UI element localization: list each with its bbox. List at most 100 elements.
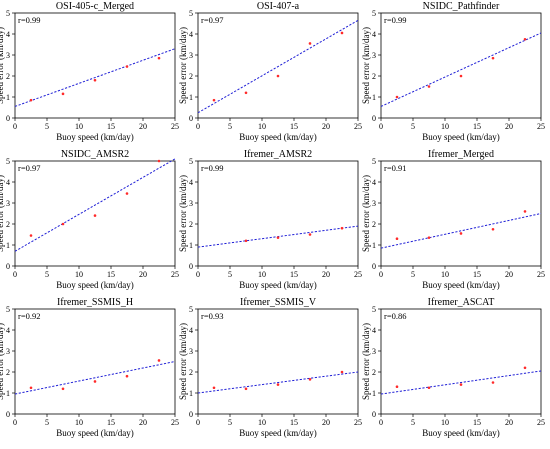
y-tick-label: 2 bbox=[189, 368, 193, 377]
data-point bbox=[340, 370, 344, 374]
data-point bbox=[93, 78, 97, 82]
x-tick: 25 bbox=[537, 118, 545, 131]
x-tick: 0 bbox=[196, 118, 200, 131]
y-tick: 4 bbox=[372, 30, 381, 39]
y-tick: 0 bbox=[372, 262, 381, 271]
x-axis-label: Buoy speed (km/day) bbox=[56, 428, 133, 438]
y-tick: 1 bbox=[6, 241, 15, 250]
y-tick-label: 2 bbox=[372, 220, 376, 229]
x-tick-label: 20 bbox=[322, 418, 330, 427]
data-point bbox=[491, 381, 495, 384]
chart-panel-6: Ifremer_Merged 0 5 10 15 20 25 0 1 2 3 4 5 Buoy speed… bbox=[361, 148, 550, 296]
y-tick-label: 5 bbox=[189, 157, 193, 166]
x-tick-label: 5 bbox=[411, 122, 415, 131]
chart-svg: Ifremer_ASCAT 0 5 10 15 20 25 0 1 2 3 4 5 Buoy speed … bbox=[361, 297, 545, 438]
chart-panel-2: OSI-407-a 0 5 10 15 20 25 0 1 2 3 4 5 Buoy speed (km/… bbox=[178, 0, 367, 148]
x-tick: 10 bbox=[75, 414, 83, 427]
y-tick: 3 bbox=[372, 51, 381, 60]
x-tick-label: 15 bbox=[290, 122, 298, 131]
x-tick: 10 bbox=[441, 266, 449, 279]
regression-line bbox=[14, 361, 176, 395]
chart-svg: NSIDC_Pathfinder 0 5 10 15 20 25 0 1 2 3 4 5 Buoy spe… bbox=[361, 1, 545, 142]
y-tick: 2 bbox=[372, 220, 381, 229]
regression-line bbox=[380, 370, 542, 395]
data-point bbox=[29, 98, 33, 102]
x-tick: 10 bbox=[441, 414, 449, 427]
y-tick-label: 4 bbox=[189, 30, 193, 39]
y-tick-label: 1 bbox=[189, 93, 193, 102]
y-tick: 1 bbox=[189, 93, 198, 102]
y-tick: 2 bbox=[189, 368, 198, 377]
x-tick-label: 25 bbox=[354, 122, 362, 131]
x-tick: 0 bbox=[196, 414, 200, 427]
x-tick: 5 bbox=[411, 118, 415, 131]
y-tick: 4 bbox=[372, 178, 381, 187]
data-point bbox=[61, 222, 65, 226]
x-tick: 5 bbox=[228, 266, 232, 279]
y-tick-label: 0 bbox=[189, 262, 193, 271]
y-tick-label: 2 bbox=[372, 368, 376, 377]
chart-title: Ifremer_AMSR2 bbox=[244, 149, 312, 160]
x-tick-label: 20 bbox=[505, 122, 513, 131]
data-point bbox=[61, 387, 65, 391]
y-tick-label: 2 bbox=[6, 72, 10, 81]
y-tick: 1 bbox=[372, 389, 381, 398]
data-point bbox=[459, 383, 463, 386]
y-tick-label: 1 bbox=[6, 93, 10, 102]
x-tick-label: 20 bbox=[139, 418, 147, 427]
y-axis-label: Speed error (km/day) bbox=[361, 323, 371, 400]
x-tick: 25 bbox=[537, 414, 545, 427]
y-tick-label: 2 bbox=[372, 72, 376, 81]
x-tick-label: 20 bbox=[322, 270, 330, 279]
x-tick-label: 15 bbox=[107, 418, 115, 427]
y-tick-label: 3 bbox=[372, 199, 376, 208]
y-tick: 5 bbox=[372, 157, 381, 166]
x-tick: 5 bbox=[411, 266, 415, 279]
regression-line bbox=[14, 158, 176, 252]
x-tick-label: 25 bbox=[171, 418, 179, 427]
x-tick-label: 10 bbox=[75, 418, 83, 427]
chart-svg: OSI-405-c_Merged 0 5 10 15 20 25 0 1 2 3 4 5 Buoy spe… bbox=[0, 1, 179, 142]
x-tick: 15 bbox=[107, 118, 115, 131]
x-tick: 5 bbox=[411, 414, 415, 427]
x-tick-label: 5 bbox=[411, 418, 415, 427]
y-tick-label: 5 bbox=[372, 157, 376, 166]
x-tick: 20 bbox=[505, 118, 513, 131]
y-tick: 4 bbox=[189, 326, 198, 335]
y-tick: 3 bbox=[372, 199, 381, 208]
y-tick: 1 bbox=[189, 389, 198, 398]
y-tick-label: 3 bbox=[6, 199, 10, 208]
y-tick: 0 bbox=[189, 410, 198, 419]
y-tick: 0 bbox=[189, 262, 198, 271]
y-tick-label: 4 bbox=[6, 326, 10, 335]
y-axis-label: Speed error (km/day) bbox=[0, 27, 5, 104]
y-tick: 3 bbox=[6, 199, 15, 208]
y-tick-label: 0 bbox=[6, 114, 10, 123]
y-tick-label: 4 bbox=[6, 178, 10, 187]
correlation-label: r=0.99 bbox=[201, 163, 224, 173]
y-tick-label: 0 bbox=[372, 262, 376, 271]
x-axis-label: Buoy speed (km/day) bbox=[422, 280, 499, 290]
chart-panel-7: Ifremer_SSMIS_H 0 5 10 15 20 25 0 1 2 3 4 5 Buoy spee… bbox=[0, 296, 184, 444]
x-tick: 0 bbox=[13, 118, 17, 131]
y-tick: 5 bbox=[372, 9, 381, 18]
x-tick: 20 bbox=[322, 414, 330, 427]
chart-panel-8: Ifremer_SSMIS_V 0 5 10 15 20 25 0 1 2 3 4 5 Buoy spee… bbox=[178, 296, 367, 444]
plot-frame bbox=[197, 160, 359, 267]
data-point bbox=[276, 383, 280, 386]
correlation-label: r=0.93 bbox=[201, 311, 224, 321]
x-tick-label: 10 bbox=[258, 418, 266, 427]
data-point bbox=[395, 385, 399, 388]
x-tick: 0 bbox=[13, 266, 17, 279]
x-tick: 5 bbox=[45, 414, 49, 427]
plot-frame bbox=[380, 12, 542, 119]
y-tick-label: 1 bbox=[189, 241, 193, 250]
y-tick: 5 bbox=[6, 157, 15, 166]
x-axis-label: Buoy speed (km/day) bbox=[422, 132, 499, 142]
y-tick-label: 0 bbox=[6, 410, 10, 419]
regression-line bbox=[380, 32, 542, 107]
y-tick-label: 1 bbox=[6, 241, 10, 250]
x-tick-label: 20 bbox=[139, 270, 147, 279]
data-point bbox=[459, 74, 463, 78]
